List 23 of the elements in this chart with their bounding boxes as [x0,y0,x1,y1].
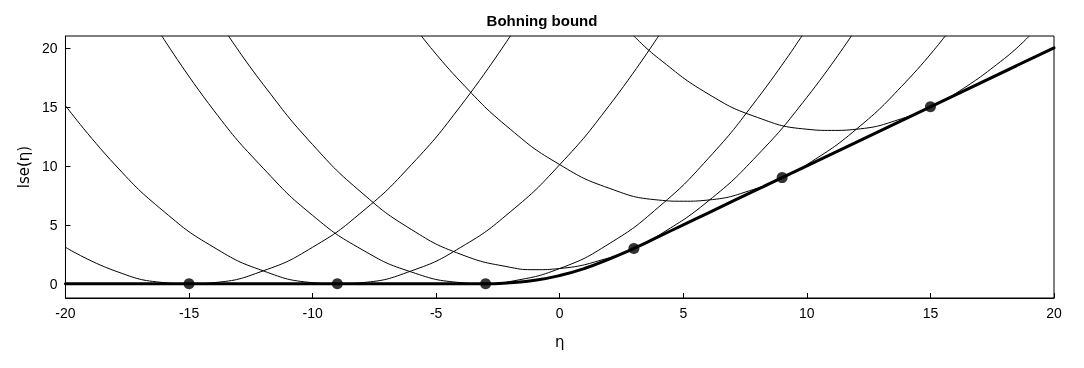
point [628,242,640,254]
x-tick-label: -5 [429,305,443,321]
point [480,278,492,290]
x-tick-label: 20 [1046,305,1062,321]
x-tick-label: 15 [922,305,939,321]
chart-title: Bohning bound [486,12,598,29]
x-tick-label: 0 [555,305,564,321]
x-tick-label: -15 [178,305,200,321]
y-tick-label: 10 [41,157,58,174]
x-tick-label: 5 [679,305,688,321]
x-tick-label: -10 [302,305,323,321]
y-tick-label: 15 [41,98,58,115]
point [776,172,788,184]
x-tick-label: 10 [799,305,815,321]
y-tick-label: 20 [41,39,58,56]
point [331,278,343,290]
point [183,278,195,290]
point [924,101,936,113]
y-tick-label: 0 [49,275,58,292]
x-tick-label: -20 [55,305,76,321]
y-tick-label: 5 [49,216,58,233]
y-axis-title: lse(η) [14,145,33,189]
x-axis-title: η [554,332,565,351]
